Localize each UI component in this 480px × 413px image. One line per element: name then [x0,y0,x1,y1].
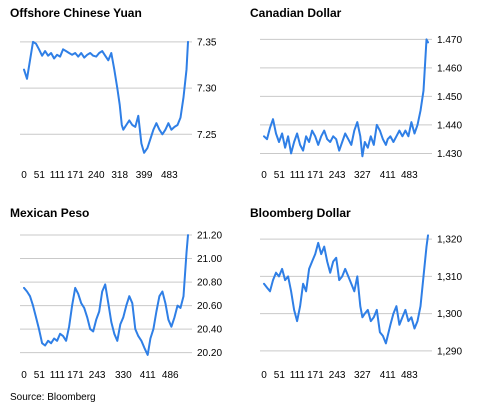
x-tick-label: 51 [34,370,46,381]
y-tick-label: 1,290 [437,346,462,357]
x-tick-label: 327 [354,170,371,181]
source-note: Source: Bloomberg [10,392,96,403]
x-tick-label: 240 [88,170,105,181]
y-tick-label: 21.20 [197,231,222,242]
chart-panel-bloomberg-dollar: Bloomberg Dollar 1,290 1,300 1,310 1,320 0 51… [240,200,480,395]
x-tick-label: 243 [89,370,106,381]
x-tick-label: 483 [401,170,418,181]
y-tick-label: 1.470 [437,35,462,46]
x-tick-label: 483 [401,370,418,381]
x-tick-label: 330 [115,370,132,381]
x-tick-label: 51 [34,170,46,181]
x-tick-label: 0 [21,170,27,181]
x-tick-label: 486 [162,370,179,381]
x-tick-label: 483 [161,170,178,181]
y-tick-label: 7.30 [197,84,217,95]
y-tick-label: 1,300 [437,309,462,320]
x-tick-label: 111 [50,370,66,381]
x-tick-label: 171 [67,370,84,381]
x-tick-label: 171 [67,170,84,181]
chart-panel-offshore-chinese-yuan: Offshore Chinese Yuan 7.25 7.30 7.35 0 51 111… [0,0,240,195]
x-tick-label: 171 [307,370,324,381]
x-tick-label: 111 [290,370,306,381]
y-tick-label: 20.20 [197,348,222,359]
y-tick-label: 20.80 [197,278,222,289]
chart-svg: 1.430 1.440 1.450 1.460 1.470 0 51 111 171 243 327… [260,35,462,181]
chart-title: Bloomberg Dollar [250,206,351,220]
x-tick-label: 411 [380,170,396,181]
series-line [263,234,429,345]
chart-panel-mexican-peso: Mexican Peso 20.20 20.40 20.60 20.80 21.00 21… [0,200,240,395]
x-tick-label: 51 [274,170,286,181]
series-line [263,38,429,158]
x-tick-label: 0 [21,370,27,381]
y-tick-label: 1.460 [437,63,462,74]
series-line [23,234,189,356]
x-tick-label: 399 [136,170,153,181]
y-tick-label: 1,320 [437,235,462,246]
chart-svg: 20.20 20.40 20.60 20.80 21.00 21.20 0 51 111 171 2… [20,231,222,381]
y-tick-label: 1,310 [437,272,462,283]
x-tick-label: 243 [329,170,346,181]
x-tick-label: 318 [111,170,128,181]
chart-title: Canadian Dollar [250,6,342,20]
y-tick-label: 21.00 [197,254,222,265]
x-tick-label: 111 [50,170,66,181]
y-tick-label: 1.430 [437,149,462,160]
x-tick-label: 51 [274,370,286,381]
x-tick-label: 327 [354,370,371,381]
chart-svg: 7.25 7.30 7.35 0 51 111 171 240 318 399 483 [20,37,217,181]
chart-svg: 1,290 1,300 1,310 1,320 0 51 111 171 243 327 411 48… [260,234,462,381]
x-tick-label: 111 [290,170,306,181]
x-tick-label: 171 [307,170,324,181]
x-tick-label: 0 [261,170,267,181]
y-tick-label: 1.450 [437,92,462,103]
x-tick-label: 411 [380,370,396,381]
y-tick-label: 20.40 [197,325,222,336]
series-line [23,40,189,154]
y-tick-label: 1.440 [437,120,462,131]
x-tick-label: 0 [261,370,267,381]
chart-panel-canadian-dollar: Canadian Dollar 1.430 1.440 1.450 1.460 1.47… [240,0,480,195]
chart-title: Offshore Chinese Yuan [10,6,142,20]
y-tick-label: 7.35 [197,37,217,48]
chart-title: Mexican Peso [10,206,90,220]
x-tick-label: 243 [329,370,346,381]
y-tick-label: 20.60 [197,301,222,312]
y-tick-label: 7.25 [197,130,217,141]
x-tick-label: 411 [140,370,156,381]
